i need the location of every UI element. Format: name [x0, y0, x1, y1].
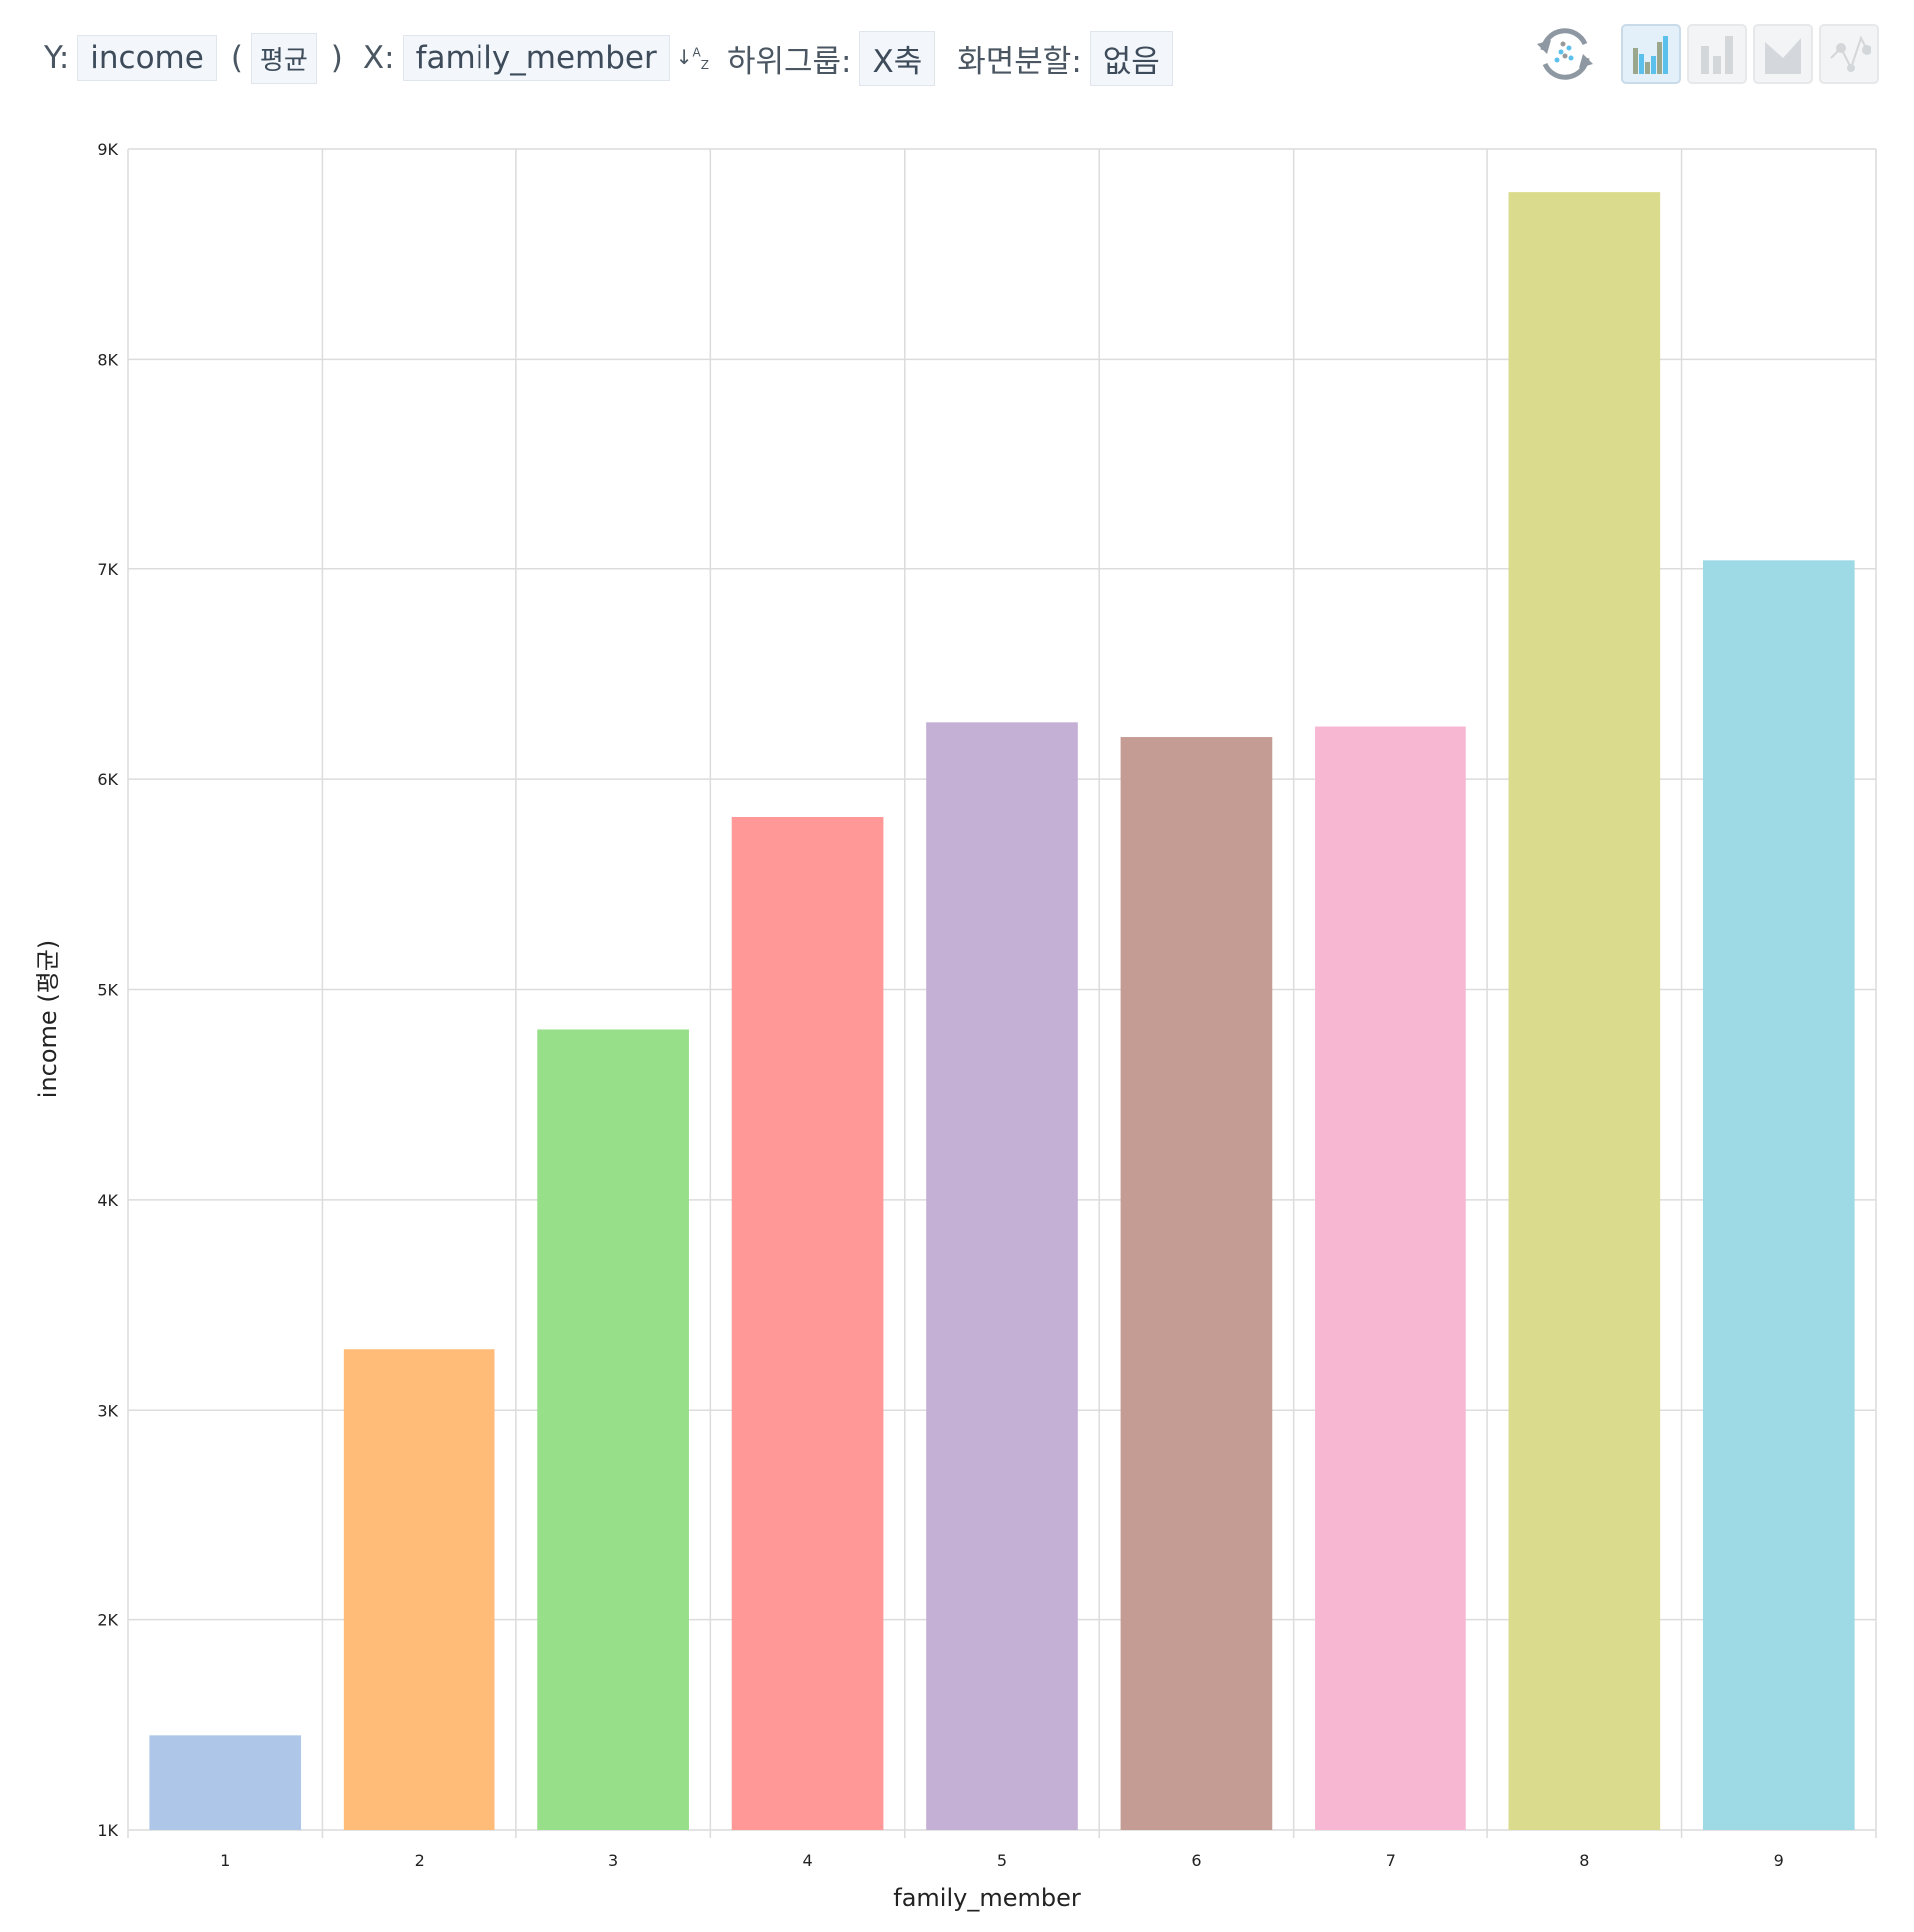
y-field-select[interactable]: income [77, 35, 217, 81]
agg-open-paren: ( [230, 40, 243, 76]
y-tick-label: 2K [97, 1611, 118, 1630]
x-tick-label: 5 [997, 1851, 1007, 1870]
y-label: Y: [44, 40, 70, 76]
split-select[interactable]: 없음 [1089, 30, 1173, 86]
x-tick-label: 9 [1774, 1851, 1784, 1870]
bar-5 [926, 722, 1078, 1830]
bar-6 [1120, 737, 1273, 1830]
split-label: 화면분할: [957, 43, 1082, 80]
x-axis-title: family_member [893, 1884, 1081, 1912]
bar-7 [1315, 726, 1466, 1830]
x-tick-label: 4 [802, 1851, 812, 1870]
x-tick-label: 2 [415, 1851, 425, 1870]
y-tick-label: 1K [97, 1821, 118, 1840]
bar-chart-button[interactable] [1621, 24, 1681, 84]
x-tick-label: 6 [1191, 1851, 1201, 1870]
x-tick-label: 7 [1386, 1851, 1396, 1870]
bar-2 [343, 1349, 495, 1830]
y-tick-label: 9K [97, 140, 118, 159]
x-tick-label: 1 [220, 1851, 230, 1870]
x-tick-label: 8 [1579, 1851, 1589, 1870]
subgroup-label: 하위그룹: [726, 43, 852, 80]
chart-type-toolbar [1533, 22, 1879, 86]
x-field-select[interactable]: family_member [402, 35, 670, 81]
y-tick-label: 7K [97, 560, 118, 579]
bar-4 [731, 816, 884, 1830]
aggregation-select[interactable]: 평균 [250, 32, 317, 84]
bar-1 [149, 1735, 302, 1830]
bar-chart-icon [1633, 36, 1668, 74]
chart-config-bar: Y: income ( 평균 ) X: family_member ↓AZ 하위… [44, 30, 1187, 86]
bar-3 [537, 1029, 689, 1830]
area-chart-button[interactable] [1753, 24, 1813, 84]
sort-az-icon[interactable]: ↓AZ [675, 44, 709, 72]
stacked-bar-chart-icon [1701, 36, 1733, 74]
x-label: X: [362, 40, 395, 76]
y-tick-label: 4K [97, 1191, 118, 1210]
y-tick-label: 8K [97, 350, 118, 369]
y-tick-label: 5K [97, 981, 118, 1000]
bar-8 [1508, 192, 1661, 1831]
y-tick-label: 6K [97, 770, 118, 789]
y-tick-label: 3K [97, 1401, 118, 1420]
refresh-chart-icon[interactable] [1533, 22, 1597, 86]
bar-9 [1702, 560, 1855, 1831]
line-chart-icon [1830, 35, 1871, 72]
line-chart-button[interactable] [1819, 24, 1879, 84]
agg-close-paren: ) [330, 40, 343, 76]
y-axis-title: income (평균) [34, 940, 62, 1098]
area-chart-icon [1765, 38, 1801, 74]
stacked-bar-chart-button[interactable] [1687, 24, 1747, 84]
subgroup-select[interactable]: X축 [859, 30, 936, 86]
x-tick-label: 3 [608, 1851, 618, 1870]
